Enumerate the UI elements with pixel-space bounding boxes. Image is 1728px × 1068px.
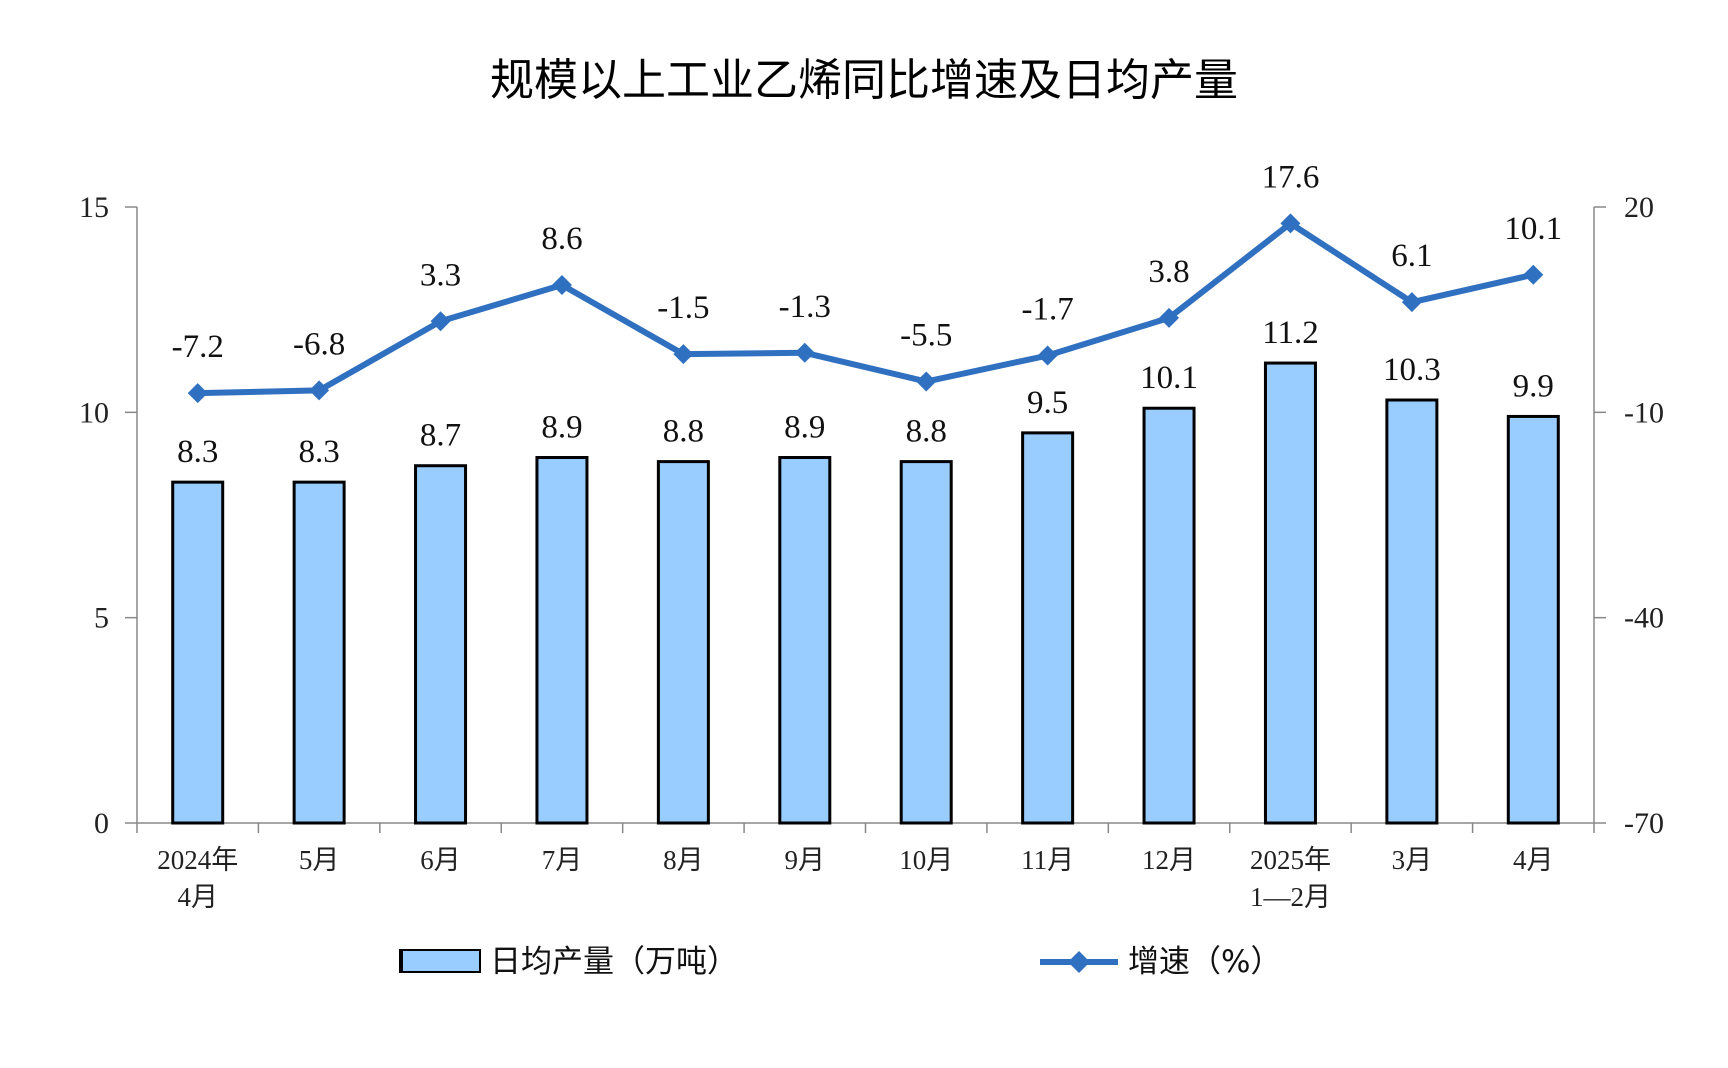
left-tick-label: 10 (79, 396, 109, 429)
line-data-label: -1.7 (1022, 292, 1074, 328)
line-point (794, 342, 815, 363)
bar-data-label: 8.9 (541, 410, 582, 446)
bar-data-label: 9.5 (1027, 385, 1068, 421)
bar-data-label: 10.1 (1140, 360, 1198, 396)
left-tick-label: 15 (79, 191, 109, 224)
bar (1263, 361, 1317, 825)
category-label: 4月 (177, 882, 218, 912)
line-data-label: -1.3 (779, 289, 831, 325)
category-label: 10月 (899, 845, 953, 875)
line-point (1523, 264, 1544, 285)
line-point (187, 383, 208, 404)
bar-data-label: 8.3 (299, 434, 340, 470)
legend-bar-label: 日均产量（万吨） (490, 944, 738, 980)
line-point (673, 344, 694, 365)
line-path (197, 220, 1534, 397)
category-label: 9月 (785, 845, 826, 875)
category-label: 2024年 (157, 845, 238, 875)
axes: 0 5 10 15 -70 -40 -10 20 (79, 191, 1664, 840)
bar (292, 480, 346, 825)
bar-data-label: 8.7 (420, 418, 461, 454)
line-point (551, 275, 572, 296)
left-tick-label: 5 (94, 602, 109, 635)
line-point (916, 371, 937, 392)
line-data-label: -6.8 (293, 326, 345, 362)
bar (535, 456, 589, 825)
bar-data-labels: 8.3 8.3 8.7 8.9 8.8 8.9 8.8 9.5 10.1 11.2 10.3 9.9 (177, 315, 1554, 470)
category-label: 5月 (299, 845, 340, 875)
chart-title: 规模以上工业乙烯同比增速及日均产量 (490, 55, 1238, 106)
bar (899, 460, 953, 825)
line-data-label: 3.3 (420, 257, 461, 293)
left-tick-label: 0 (94, 807, 109, 840)
right-tick-label: -10 (1624, 396, 1664, 429)
bar (1385, 398, 1439, 825)
bar-data-label: 8.9 (784, 410, 825, 446)
right-tick-label: 20 (1624, 191, 1654, 224)
category-label: 1—2月 (1250, 882, 1331, 912)
bar-data-label: 10.3 (1383, 352, 1441, 388)
line-point (1159, 307, 1180, 328)
right-tick-label: -70 (1624, 807, 1664, 840)
bar-series (171, 361, 1560, 825)
category-label: 12月 (1142, 845, 1196, 875)
line-point (1401, 292, 1422, 313)
legend-bar-swatch-shadow (400, 950, 403, 972)
line-data-label: -5.5 (900, 318, 952, 354)
category-label: 8月 (663, 845, 704, 875)
line-data-label: 8.6 (541, 221, 582, 257)
line-point (1280, 213, 1301, 234)
line-data-label: 3.8 (1148, 254, 1189, 290)
line-point (1037, 345, 1058, 366)
line-point (309, 380, 330, 401)
right-tick-label: -40 (1624, 602, 1664, 635)
line-data-label: 6.1 (1391, 238, 1432, 274)
category-labels: 2024年 4月 5月 6月 7月 8月 9月 10月 11月 12月 2025年 1—2月 3月 4月 (157, 845, 1553, 912)
bar-data-label: 8.8 (906, 414, 947, 450)
line-data-label: -7.2 (172, 329, 224, 365)
line-series (187, 213, 1544, 404)
line-data-labels: -7.2 -6.8 3.3 8.6 -1.5 -1.3 -5.5 -1.7 3.8 17.6 6.1… (172, 159, 1563, 365)
bar-data-label: 8.3 (177, 434, 218, 470)
category-label: 7月 (542, 845, 583, 875)
bar (1506, 414, 1560, 825)
category-label: 11月 (1021, 845, 1074, 875)
bar (414, 464, 468, 825)
category-label: 2025年 (1250, 845, 1331, 875)
legend-bar-swatch (399, 949, 481, 973)
line-data-label: -1.5 (657, 290, 709, 326)
line-point (430, 311, 451, 332)
bar-data-label: 11.2 (1262, 315, 1319, 351)
category-label: 6月 (420, 845, 461, 875)
bar-data-label: 8.8 (663, 414, 704, 450)
category-label: 3月 (1392, 845, 1433, 875)
legend-line-label: 增速（%） (1128, 944, 1281, 980)
bar (171, 480, 225, 825)
line-data-label: 10.1 (1504, 211, 1562, 247)
legend: 日均产量（万吨） 增速（%） (399, 944, 1281, 980)
bar (656, 460, 710, 825)
line-data-label: 17.6 (1262, 159, 1320, 195)
legend-line-marker (1068, 951, 1090, 973)
bar (1021, 431, 1075, 825)
bar (1142, 406, 1196, 825)
bar (778, 456, 832, 825)
bar-data-label: 9.9 (1513, 368, 1554, 404)
category-label: 4月 (1513, 845, 1554, 875)
